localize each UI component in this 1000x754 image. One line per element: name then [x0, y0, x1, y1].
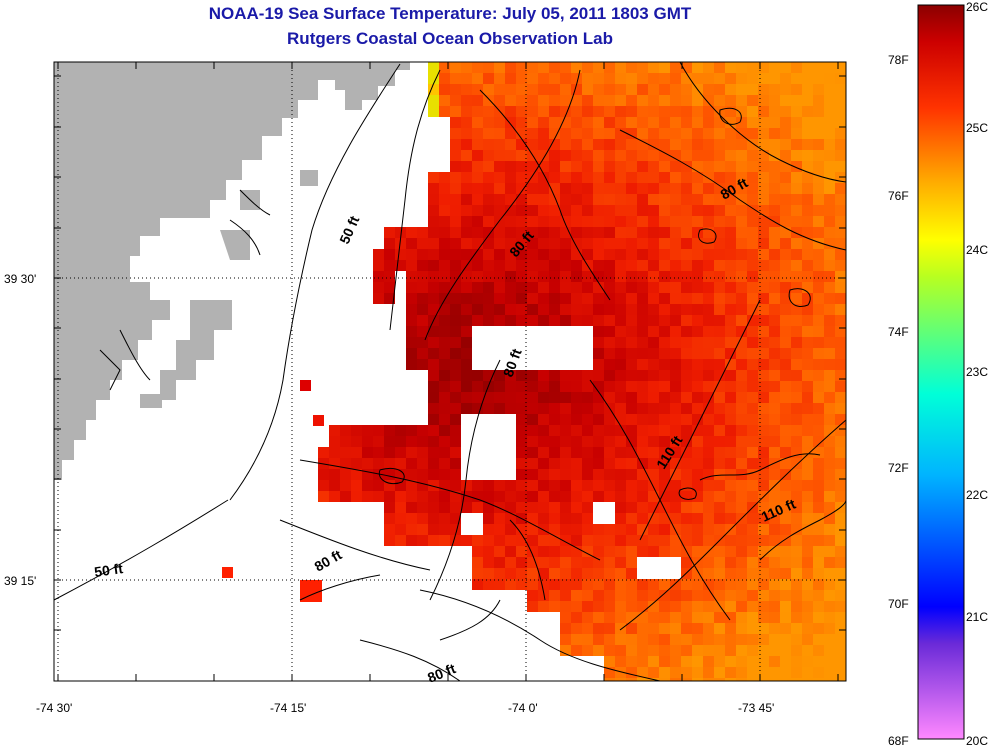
map-title: NOAA-19 Sea Surface Temperature: July 05… — [208, 4, 692, 23]
colorbar-label-f: 72F — [888, 461, 909, 475]
colorbar-label-c: 23C — [966, 365, 989, 379]
colorbar-label-f: 74F — [888, 325, 909, 339]
colorbar-label-f: 76F — [888, 189, 909, 203]
lat-tick-label: 39 15' — [4, 574, 36, 588]
lat-tick-label: 39 30' — [4, 272, 36, 286]
plot-frame — [53, 61, 847, 682]
colorbar-label-f: 68F — [888, 734, 909, 748]
lon-tick-label: -73 45' — [738, 701, 774, 715]
lon-tick-label: -74 30' — [36, 701, 72, 715]
colorbar-label-c: 21C — [966, 610, 989, 624]
colorbar-label-c: 20C — [966, 734, 989, 748]
land-islands — [220, 170, 318, 260]
land-upper — [335, 62, 410, 110]
colorbar-label-f: 78F — [888, 53, 909, 67]
colorbar-label-c: 22C — [966, 488, 989, 502]
colorbar-label-c: 24C — [966, 243, 989, 257]
land-mass — [54, 62, 335, 480]
lon-tick-label: -74 15' — [270, 701, 306, 715]
colorbar-label-f: 70F — [888, 597, 909, 611]
bathymetry-contours — [54, 62, 846, 681]
land-cape — [140, 300, 232, 408]
axis-ticks — [54, 62, 846, 681]
colorbar — [917, 4, 965, 740]
contour-label: 50 ft — [93, 560, 124, 580]
grid-lines — [54, 62, 846, 681]
colorbar-label-c: 26C — [966, 0, 989, 14]
map-subtitle: Rutgers Coastal Ocean Observation Lab — [287, 29, 613, 48]
colorbar-label-c: 25C — [966, 121, 989, 135]
sst-pixels — [222, 62, 846, 681]
lon-tick-label: -74 0' — [508, 701, 538, 715]
